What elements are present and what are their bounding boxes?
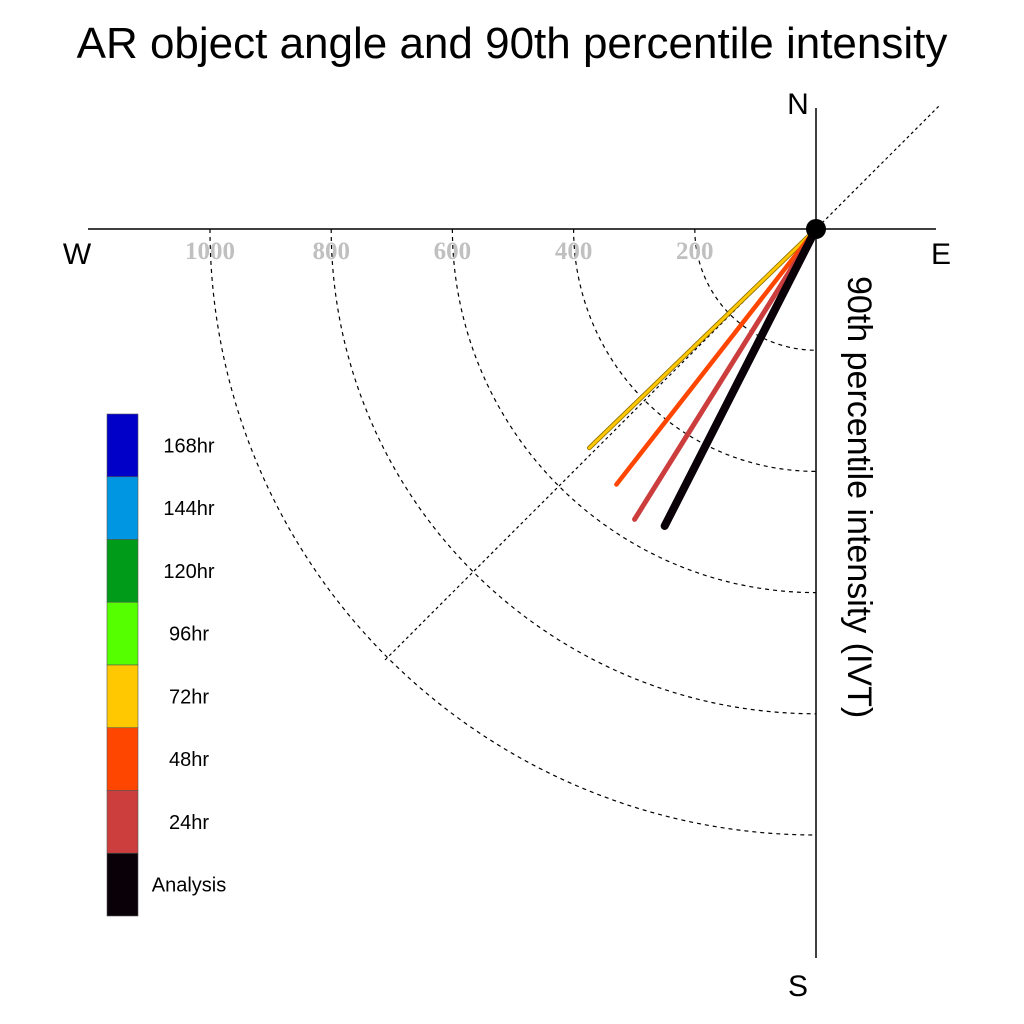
west-label: W	[63, 238, 92, 271]
legend-label-analysis: Analysis	[152, 875, 226, 897]
tick-label-200: 200	[676, 238, 714, 265]
vector-48hr	[614, 226, 819, 487]
radial-arc-200	[694, 228, 817, 351]
legend-label-96hr: 96hr	[169, 624, 209, 646]
diagonal-reference-line	[384, 104, 941, 661]
legend-label-120hr: 120hr	[163, 561, 214, 583]
tick-label-400: 400	[555, 238, 593, 265]
tick-label-1000: 1000	[185, 238, 235, 265]
chart-title: AR object angle and 90th percentile inte…	[77, 19, 948, 68]
radial-arc-800	[330, 228, 817, 715]
intensity-vectors	[587, 225, 820, 530]
legend-label-144hr: 144hr	[163, 498, 214, 520]
north-label: N	[787, 88, 809, 121]
tick-label-600: 600	[434, 238, 472, 265]
legend-swatch-144hr	[106, 476, 139, 540]
legend-label-72hr: 72hr	[169, 686, 209, 708]
south-label: S	[788, 970, 808, 1003]
legend-swatch-168hr	[106, 413, 139, 478]
east-label: E	[931, 238, 951, 271]
legend: 168hr 144hr 120hr 96hr 72hr 48hr 24hr Analysis	[106, 413, 226, 917]
legend-swatch-96hr	[106, 601, 139, 666]
legend-swatch-120hr	[106, 539, 139, 603]
vector-analysis	[660, 225, 820, 530]
legend-label-48hr: 48hr	[169, 749, 209, 771]
legend-swatch-72hr	[106, 664, 139, 729]
origin-marker	[806, 219, 826, 239]
vector-72hr	[587, 227, 818, 450]
legend-swatch-analysis	[106, 852, 139, 917]
legend-swatch-24hr	[106, 790, 139, 854]
polar-grid	[209, 228, 817, 836]
legend-label-24hr: 24hr	[169, 812, 209, 834]
vector-24hr	[632, 226, 819, 522]
radial-tick-labels: 200 400 600 800 1000	[185, 238, 714, 265]
y-axis-label: 90th percentile intensity (IVT)	[840, 276, 878, 718]
legend-label-168hr: 168hr	[163, 435, 214, 457]
radial-arc-1000	[209, 228, 817, 836]
legend-swatch-48hr	[106, 727, 139, 791]
tick-label-800: 800	[312, 238, 350, 265]
